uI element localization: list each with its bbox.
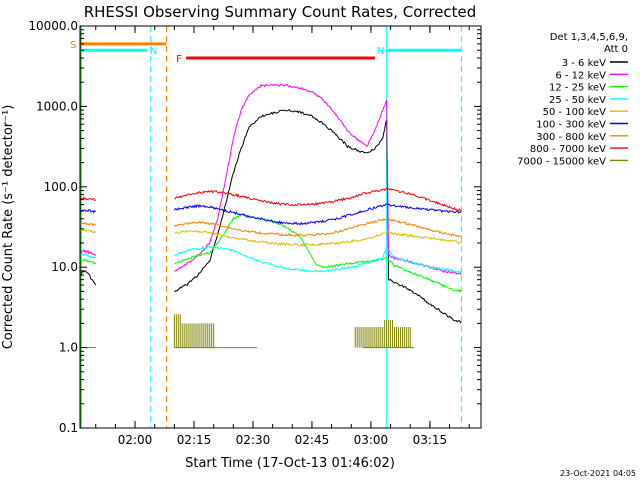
plot-frame (79, 25, 482, 429)
x-tick-label: 02:15 (177, 433, 212, 447)
x-tick-label: 03:00 (354, 433, 389, 447)
series-line-6-0 (79, 221, 97, 227)
series-line-0-0 (79, 269, 97, 286)
generation-timestamp: 23-Oct-2021 04:05 (560, 469, 636, 478)
flag-label-0: S (70, 40, 76, 51)
series-line-5-1 (173, 203, 462, 226)
series-line-2-0 (79, 258, 97, 265)
series-line-3-0 (79, 253, 97, 259)
flag-label-2: N (377, 46, 384, 57)
y-axis-label: Corrected Count Rate (s⁻¹ detector⁻¹) (1, 105, 16, 350)
series-line-4-0 (79, 228, 97, 234)
legend-entry-label: 12 - 25 keV (549, 83, 606, 94)
flag-label-3: F (176, 54, 182, 65)
y-tick-label: 1.0 (59, 341, 78, 355)
x-tick-label: 02:00 (118, 433, 153, 447)
series-line-7-1 (174, 187, 462, 212)
legend-header: Att 0 (604, 44, 628, 55)
y-tick-label: 0.1 (59, 421, 78, 435)
y-tick-label: 100.0 (44, 180, 78, 194)
legend-entry-label: 25 - 50 keV (549, 95, 606, 106)
series-line-4-1 (174, 229, 462, 247)
legend-entry-label: 6 - 12 keV (555, 70, 606, 81)
legend-entry-label: 300 - 800 keV (536, 132, 606, 143)
series-line-0-1 (174, 108, 462, 324)
legend-entry-label: 50 - 100 keV (543, 107, 607, 118)
series-line-2-1 (174, 213, 462, 293)
series-line-6-1 (173, 218, 462, 238)
x-tick-label: 02:30 (236, 433, 271, 447)
legend-entry-label: 800 - 7000 keV (530, 144, 606, 155)
chart-title: RHESSI Observing Summary Count Rates, Co… (84, 3, 477, 21)
legend-entry-label: 100 - 300 keV (536, 120, 606, 131)
y-tick-label: 10.0 (51, 260, 78, 274)
x-tick-label: 02:45 (295, 433, 330, 447)
flag-label-1: N (150, 46, 157, 57)
series-line-1-1 (174, 83, 462, 276)
legend-entry-label: 3 - 6 keV (562, 58, 606, 69)
legend-entry-label: 7000 - 15000 keV (517, 156, 606, 167)
legend-header: Det 1,3,4,5,6,9, (550, 32, 628, 43)
series-line-3-1 (174, 244, 462, 274)
x-tick-label: 03:15 (413, 433, 448, 447)
y-tick-label: 10000.0 (28, 19, 78, 33)
y-tick-label: 1000.0 (36, 99, 78, 113)
x-axis-label: Start Time (17-Oct-13 01:46:02) (185, 456, 395, 471)
series-line-1-0 (79, 249, 97, 256)
